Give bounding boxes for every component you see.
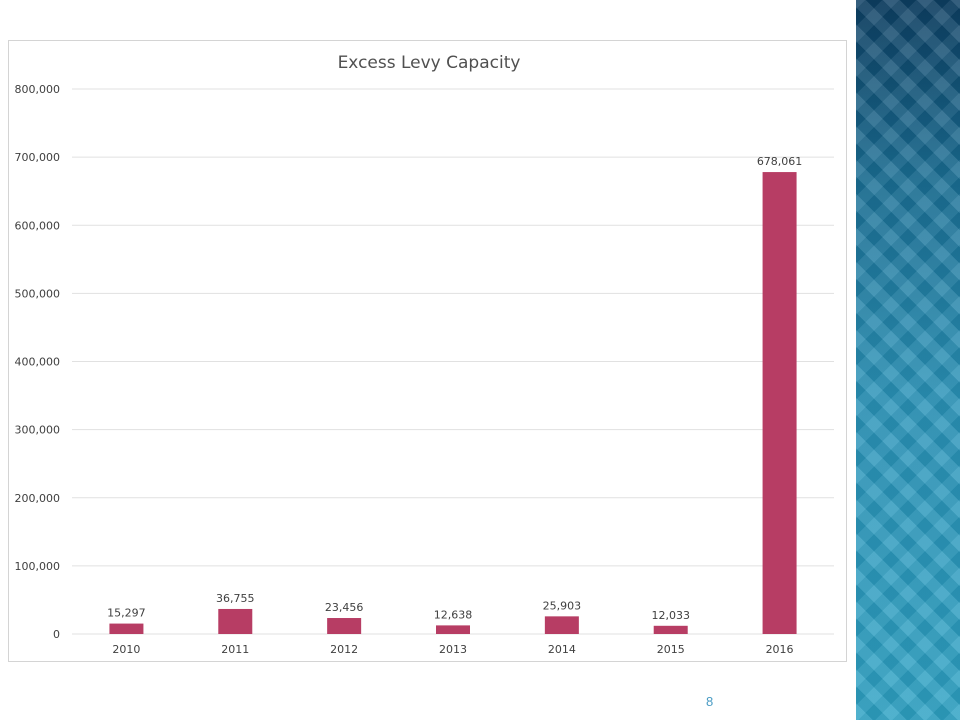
bar-2015 bbox=[653, 625, 688, 634]
y-tick-label: 600,000 bbox=[15, 219, 61, 232]
bar-2016 bbox=[762, 172, 797, 635]
bar-2012 bbox=[327, 618, 362, 634]
y-axis-ticks: 0 100,000 200,000 300,000 400,000 500,000 600,… bbox=[15, 83, 61, 641]
y-tick-label: 300,000 bbox=[15, 424, 61, 437]
data-label-2010: 15,297 bbox=[107, 607, 146, 620]
bar-2013 bbox=[436, 625, 470, 634]
gridlines bbox=[72, 88, 834, 635]
data-label-2016: 678,061 bbox=[757, 155, 803, 168]
x-tick-label-2011: 2011 bbox=[221, 643, 249, 656]
bar-2010 bbox=[109, 623, 144, 634]
y-tick-label: 800,000 bbox=[15, 83, 61, 96]
bars bbox=[109, 172, 797, 635]
chart-title: Excess Levy Capacity bbox=[338, 53, 521, 73]
chart-frame: Excess Levy Capacity 0 100,000 200,000 300,… bbox=[8, 40, 847, 662]
x-tick-label-2015: 2015 bbox=[657, 643, 685, 656]
decorative-side-band bbox=[856, 0, 960, 720]
y-tick-label: 100,000 bbox=[15, 560, 61, 573]
x-tick-label-2013: 2013 bbox=[439, 643, 467, 656]
data-label-2011: 36,755 bbox=[216, 592, 255, 605]
y-tick-label: 0 bbox=[53, 628, 60, 641]
x-tick-label-2010: 2010 bbox=[112, 643, 140, 656]
x-tick-label-2012: 2012 bbox=[330, 643, 358, 656]
y-tick-label: 200,000 bbox=[15, 492, 61, 505]
data-label-2013: 12,638 bbox=[434, 608, 473, 621]
data-label-2012: 23,456 bbox=[325, 601, 364, 614]
x-tick-label-2016: 2016 bbox=[766, 643, 794, 656]
bar-2011 bbox=[218, 608, 253, 634]
bar-chart: Excess Levy Capacity 0 100,000 200,000 300,… bbox=[15, 53, 834, 656]
x-axis-ticks: 2010 2011 2012 2013 2014 2015 2016 bbox=[112, 643, 793, 656]
data-label-2014: 25,903 bbox=[543, 599, 582, 612]
page-number: 8 bbox=[706, 694, 714, 709]
y-tick-label: 500,000 bbox=[15, 287, 61, 300]
data-labels: 15,297 36,755 23,456 12,638 25,903 12,033 678,… bbox=[107, 155, 802, 622]
y-tick-label: 700,000 bbox=[15, 151, 61, 164]
data-label-2015: 12,033 bbox=[651, 609, 690, 622]
y-tick-label: 400,000 bbox=[15, 356, 61, 369]
x-tick-label-2014: 2014 bbox=[548, 643, 576, 656]
bar-2014 bbox=[544, 616, 579, 634]
